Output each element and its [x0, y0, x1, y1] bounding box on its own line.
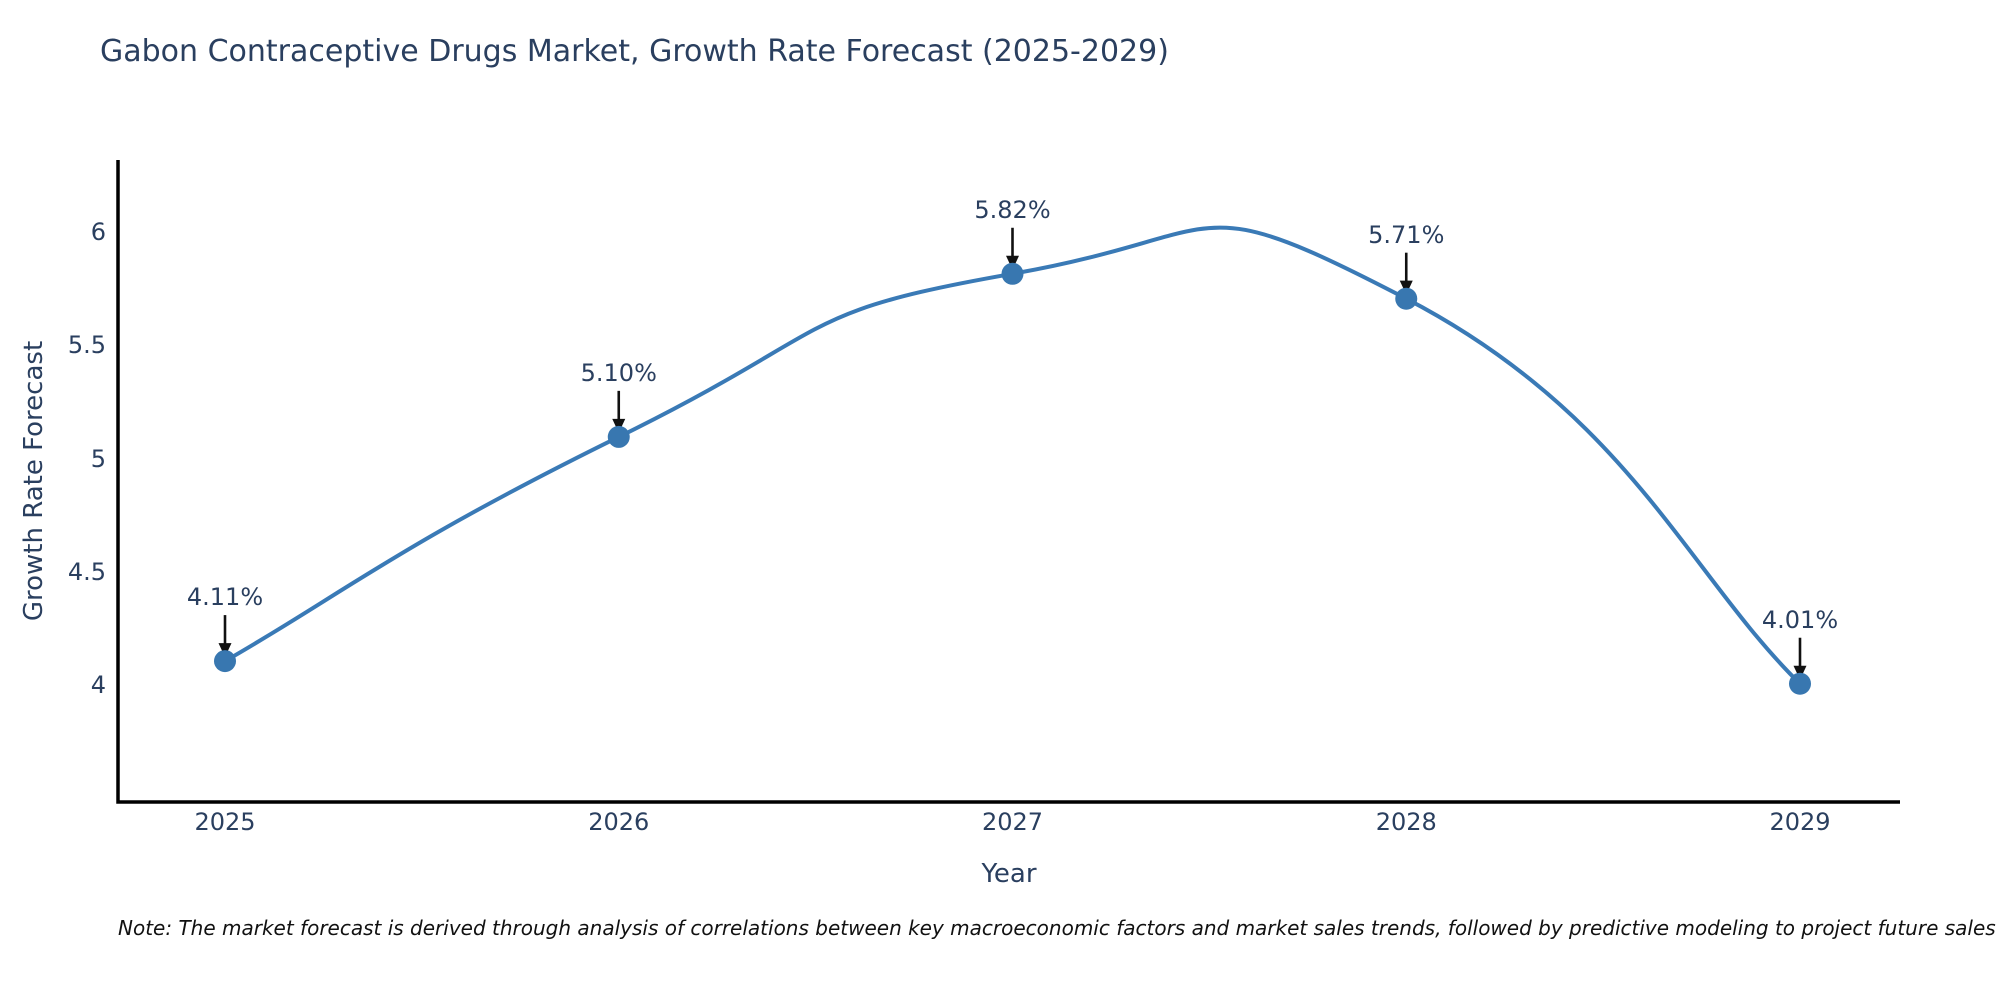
y-tick-label: 5.5	[67, 331, 106, 360]
annotation-arrowhead	[612, 418, 626, 433]
annotation-label: 5.82%	[974, 195, 1051, 224]
footnote: Note: The market forecast is derived thr…	[118, 916, 1996, 940]
x-tick-label: 2025	[194, 808, 256, 836]
y-tick-label: 6	[90, 218, 106, 246]
axis-lines	[116, 160, 1900, 804]
annotation-arrowhead	[1399, 280, 1413, 295]
y-tick-label: 4.5	[67, 557, 106, 586]
annotation-arrowhead	[1006, 255, 1019, 270]
annotation-label: 5.71%	[1368, 220, 1445, 249]
x-tick-label: 2029	[1769, 808, 1831, 836]
x-tick-label: 2027	[981, 808, 1044, 836]
chart-title: Gabon Contraceptive Drugs Market, Growth…	[100, 34, 1169, 69]
data-point-marker[interactable]	[1001, 262, 1024, 285]
annotation-label: 4.11%	[186, 583, 264, 612]
y-tick-label: 5	[90, 444, 106, 473]
annotation-arrowhead	[218, 643, 232, 658]
x-axis-title: Year	[981, 859, 1037, 889]
x-tick-label: 2026	[588, 808, 650, 836]
annotation-label: 4.01%	[1761, 605, 1839, 634]
data-point-marker[interactable]	[607, 425, 630, 448]
y-tick-label: 4	[90, 671, 106, 699]
data-point-marker[interactable]	[214, 650, 236, 673]
x-tick-label: 2028	[1375, 808, 1437, 836]
trace-line	[223, 225, 1802, 686]
annotation-label: 5.10%	[580, 358, 657, 387]
data-point-marker[interactable]	[1789, 672, 1811, 695]
data-point-marker[interactable]	[1395, 287, 1418, 310]
